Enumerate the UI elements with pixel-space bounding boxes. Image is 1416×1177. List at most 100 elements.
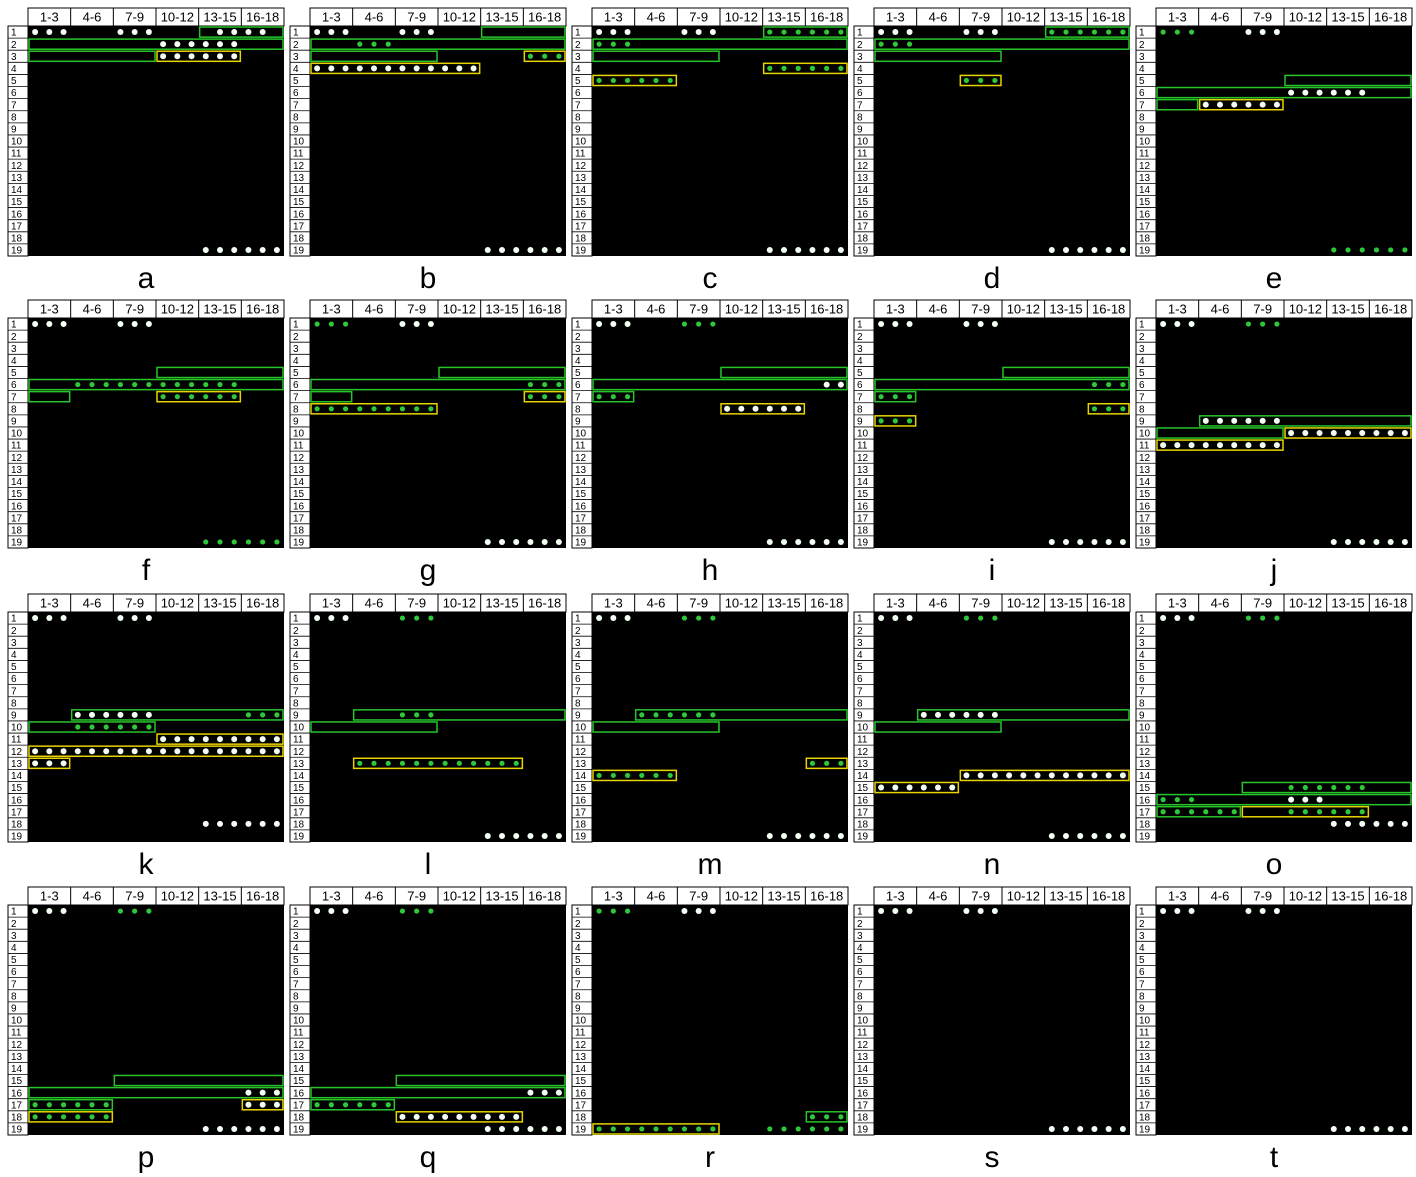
- row-label: 10: [1139, 723, 1151, 734]
- spot: [471, 761, 476, 766]
- spot: [371, 406, 376, 411]
- array-panel: 1-34-67-910-1213-1516-181234567891011121…: [1136, 887, 1412, 1174]
- row-label: 3: [293, 931, 299, 942]
- spot: [371, 42, 376, 47]
- row-label: 11: [575, 735, 586, 746]
- spot: [89, 1114, 94, 1119]
- spot: [1106, 1126, 1112, 1132]
- spot: [1120, 539, 1126, 545]
- spot: [668, 773, 673, 778]
- row-label: 7: [1139, 686, 1145, 697]
- row-label: 12: [575, 747, 587, 758]
- row-label: 15: [293, 1076, 305, 1087]
- spot: [527, 833, 533, 839]
- spot: [1120, 772, 1126, 778]
- column-header: 16-18: [1092, 9, 1125, 24]
- spot: [245, 748, 251, 754]
- spot: [1302, 430, 1308, 436]
- spot: [274, 748, 280, 754]
- spot: [1359, 1126, 1365, 1132]
- column-header: 13-15: [767, 888, 800, 903]
- spot: [385, 65, 391, 71]
- spot: [625, 78, 630, 83]
- column-header: 7-9: [125, 888, 144, 903]
- row-label: 10: [1139, 1016, 1151, 1027]
- spot: [386, 1102, 391, 1107]
- spot: [1120, 29, 1125, 34]
- row-label: 19: [11, 538, 23, 549]
- row-label: 1: [857, 907, 863, 918]
- row-label: 9: [857, 417, 863, 428]
- spot: [611, 1126, 616, 1131]
- column-header: 13-15: [1049, 888, 1082, 903]
- spot: [231, 41, 237, 47]
- panel-label: m: [698, 848, 723, 881]
- row-label: 6: [575, 380, 581, 391]
- panel-label: i: [989, 554, 996, 587]
- spot: [992, 772, 998, 778]
- spot: [767, 1126, 772, 1131]
- row-label: 13: [575, 759, 587, 770]
- spot: [343, 406, 348, 411]
- row-label: 13: [857, 173, 869, 184]
- row-label: 2: [293, 40, 299, 51]
- column-header: 10-12: [161, 888, 194, 903]
- row-label: 7: [11, 100, 17, 111]
- spot: [1345, 430, 1351, 436]
- spot: [1106, 247, 1112, 253]
- row-label: 14: [11, 477, 23, 488]
- row-label: 4: [1139, 356, 1145, 367]
- spot: [992, 712, 998, 718]
- spot: [314, 65, 320, 71]
- spot: [386, 761, 391, 766]
- spot: [231, 821, 237, 827]
- spot: [542, 247, 548, 253]
- spot: [175, 394, 180, 399]
- row-label: 12: [1139, 1040, 1151, 1051]
- spot: [892, 785, 898, 791]
- spot: [414, 1114, 420, 1120]
- row-label: 19: [857, 832, 869, 843]
- row-label: 2: [11, 626, 17, 637]
- spot: [399, 1114, 405, 1120]
- spot: [160, 41, 166, 47]
- column-header: 10-12: [443, 888, 476, 903]
- row-label: 3: [11, 344, 17, 355]
- array-panel: 1-34-67-910-1213-1516-181234567891011121…: [1136, 300, 1412, 587]
- spot: [146, 615, 152, 621]
- row-label: 1: [575, 28, 581, 39]
- row-label: 10: [1139, 137, 1151, 148]
- row-label: 13: [11, 1052, 23, 1063]
- row-label: 6: [575, 674, 581, 685]
- spot: [1189, 797, 1194, 802]
- row-label: 8: [11, 698, 17, 709]
- row-label: 1: [1139, 320, 1145, 331]
- row-label: 18: [293, 233, 305, 244]
- column-header: 7-9: [407, 9, 426, 24]
- column-header: 1-3: [1168, 888, 1187, 903]
- spot: [132, 712, 138, 718]
- spot: [767, 539, 773, 545]
- spot: [357, 761, 362, 766]
- row-label: 13: [1139, 1052, 1151, 1063]
- spot: [653, 1126, 658, 1131]
- row-label: 17: [575, 807, 587, 818]
- spot: [499, 539, 505, 545]
- spot: [949, 785, 955, 791]
- spot: [795, 406, 801, 412]
- row-label: 13: [293, 759, 305, 770]
- spot: [921, 712, 927, 718]
- row-label: 2: [293, 626, 299, 637]
- row-label: 4: [11, 650, 17, 661]
- spot: [103, 748, 109, 754]
- row-label: 13: [11, 173, 23, 184]
- spot: [428, 908, 433, 913]
- row-label: 4: [293, 356, 299, 367]
- column-header: 16-18: [1092, 595, 1125, 610]
- column-header: 16-18: [1374, 9, 1407, 24]
- column-header: 10-12: [1289, 595, 1322, 610]
- row-label: 5: [293, 662, 299, 673]
- row-label: 6: [1139, 380, 1145, 391]
- row-label: 6: [293, 967, 299, 978]
- row-label: 3: [293, 344, 299, 355]
